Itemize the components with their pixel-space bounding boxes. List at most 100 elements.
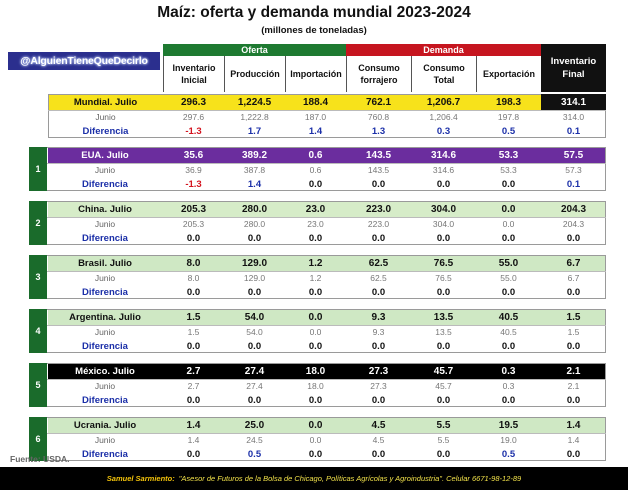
diff-cell: 0.0: [566, 340, 581, 352]
diff-cell: 1.4: [247, 178, 262, 190]
diff-cell: 0.0: [186, 232, 201, 244]
diff-row-label: Diferencia: [82, 286, 128, 298]
column-header-importacion: Importación: [285, 56, 346, 92]
main-cell: 9.3: [371, 311, 386, 323]
main-cell: 304.0: [430, 203, 457, 215]
twitter-handle-logo: @AlguienTieneQueDecirlo: [8, 52, 160, 70]
main-cell: 62.5: [368, 257, 389, 269]
country-rank-number: 2: [29, 201, 47, 245]
main-cell: 54.0: [244, 311, 265, 323]
main-cell: 5.5: [436, 419, 451, 431]
sub-cell: 223.0: [367, 219, 390, 229]
sub-cell: 0.0: [502, 219, 515, 229]
sub-cell: 24.5: [246, 435, 263, 445]
main-cell: 1.4: [566, 419, 581, 431]
sub-cell: 1.5: [567, 327, 580, 337]
diff-cell: 0.0: [436, 340, 451, 352]
column-header-consumo-total: Consumo Total: [411, 56, 476, 92]
main-cell: 27.3: [368, 365, 389, 377]
row-divider: [47, 271, 606, 272]
sub-cell: 23.0: [307, 219, 324, 229]
footer-author: Samuel Sarmiento:: [106, 474, 175, 483]
diff-cell: 0.0: [186, 286, 201, 298]
main-row-bg: [48, 256, 605, 271]
sub-cell: 6.7: [567, 273, 580, 283]
sub-cell: 1,206.4: [429, 112, 458, 122]
diff-cell: 0.0: [501, 340, 516, 352]
diff-cell: 0.0: [436, 394, 451, 406]
main-cell: 1.5: [566, 311, 581, 323]
sub-cell: 45.7: [435, 381, 452, 391]
sub-cell: 197.8: [497, 112, 520, 122]
sub-cell: 314.0: [562, 112, 585, 122]
diff-cell: 0.0: [371, 178, 386, 190]
main-cell: 0.0: [501, 203, 516, 215]
sub-row-label: Junio: [94, 219, 116, 229]
main-row-label: Argentina. Julio: [69, 311, 141, 323]
sub-cell: 0.0: [309, 327, 322, 337]
sub-cell: 62.5: [370, 273, 387, 283]
diff-cell: 0.0: [566, 394, 581, 406]
main-cell: 762.1: [365, 96, 392, 108]
diff-cell: 0.5: [501, 125, 516, 137]
diff-cell: 1.3: [371, 125, 386, 137]
sub-cell: 27.3: [370, 381, 387, 391]
sub-cell: 1.4: [187, 435, 200, 445]
row-divider: [47, 433, 606, 434]
sub-row-label: Junio: [94, 273, 116, 283]
main-row-label: Brasil. Julio: [78, 257, 132, 269]
main-cell: 2.1: [566, 365, 581, 377]
main-cell: 1,206.7: [426, 96, 461, 108]
main-row-bg: [48, 310, 605, 325]
sub-cell: 2.1: [567, 381, 580, 391]
sub-cell: 760.8: [367, 112, 390, 122]
sub-cell: 1.4: [567, 435, 580, 445]
main-cell: 53.3: [498, 149, 519, 161]
block-mundial: [48, 94, 606, 138]
main-cell: 204.3: [560, 203, 587, 215]
main-cell: 188.4: [302, 96, 329, 108]
sub-cell: 76.5: [435, 273, 452, 283]
diff-cell: 0.0: [566, 448, 581, 460]
column-header-exportacion: Exportación: [476, 56, 541, 92]
main-cell: 223.0: [365, 203, 392, 215]
diff-row-label: Diferencia: [82, 448, 128, 460]
main-row-bg: [49, 95, 605, 110]
sub-row-label: Junio: [94, 435, 116, 445]
country-rank-number: 5: [29, 363, 47, 407]
detail-rows-bg: [48, 379, 605, 406]
diff-cell: 0.0: [186, 340, 201, 352]
main-cell: 23.0: [305, 203, 326, 215]
main-cell: 76.5: [433, 257, 454, 269]
main-cell: 40.5: [498, 311, 519, 323]
main-cell: 1,224.5: [237, 96, 272, 108]
group-header-demanda: Demanda: [346, 44, 541, 56]
main-row-bg: [48, 148, 605, 163]
sub-cell: 18.0: [307, 381, 324, 391]
country-rank-number: 4: [29, 309, 47, 353]
diff-cell: 0.0: [186, 394, 201, 406]
main-cell: 35.6: [183, 149, 204, 161]
sub-row-label: Junio: [94, 165, 116, 175]
sub-cell: 8.0: [187, 273, 200, 283]
row-divider: [47, 217, 606, 218]
sub-cell: 19.0: [500, 435, 517, 445]
main-cell: 45.7: [433, 365, 454, 377]
main-cell: 0.0: [308, 419, 323, 431]
diff-cell: 0.0: [371, 448, 386, 460]
sub-cell: 387.8: [243, 165, 266, 175]
sub-cell: 57.3: [565, 165, 582, 175]
diff-cell: 0.0: [501, 394, 516, 406]
main-cell: 296.3: [180, 96, 207, 108]
main-row-bg: [48, 418, 605, 433]
diff-row-label: Diferencia: [82, 178, 128, 190]
diff-cell: 0.0: [308, 394, 323, 406]
detail-rows-bg: [48, 433, 605, 460]
diff-cell: 0.0: [308, 340, 323, 352]
main-row-bg: [48, 364, 605, 379]
diff-cell: 0.0: [501, 178, 516, 190]
main-cell: 55.0: [498, 257, 519, 269]
sub-cell: 40.5: [500, 327, 517, 337]
sub-cell: 0.0: [309, 435, 322, 445]
sub-cell: 205.3: [182, 219, 205, 229]
